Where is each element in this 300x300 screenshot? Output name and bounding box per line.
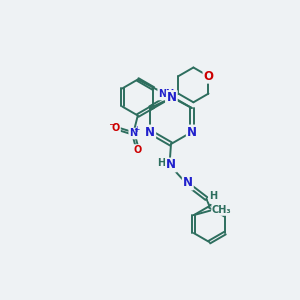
- Text: O: O: [203, 70, 214, 83]
- Text: +: +: [134, 125, 140, 134]
- Text: O: O: [134, 145, 142, 155]
- Text: N: N: [187, 125, 197, 139]
- Text: H: H: [209, 190, 217, 201]
- Text: CH₃: CH₃: [212, 205, 231, 215]
- Text: N: N: [183, 176, 193, 190]
- Text: O: O: [112, 123, 120, 133]
- Text: N: N: [166, 158, 176, 172]
- Text: NH: NH: [158, 89, 174, 100]
- Text: N: N: [129, 128, 137, 139]
- Text: N: N: [167, 91, 177, 104]
- Text: H: H: [157, 158, 165, 169]
- Text: N: N: [166, 89, 176, 103]
- Text: N: N: [145, 125, 155, 139]
- Text: −: −: [108, 119, 115, 128]
